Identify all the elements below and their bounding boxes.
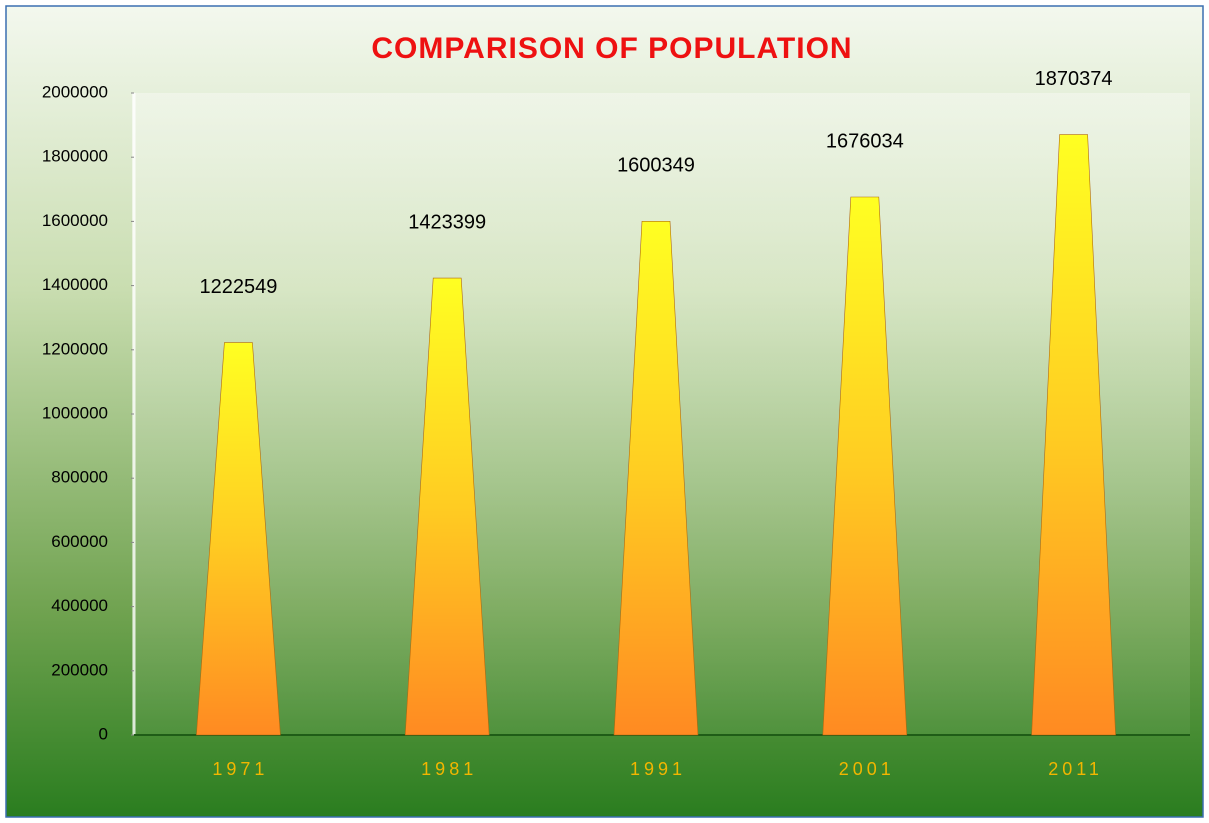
x-tick-label: 1981	[421, 759, 477, 779]
x-tick-label: 1971	[212, 759, 268, 779]
bar	[822, 196, 908, 736]
bar	[1031, 134, 1116, 736]
bar	[404, 277, 490, 736]
y-tick-label: 400000	[51, 596, 108, 615]
y-tick-label: 0	[99, 724, 108, 743]
value-label: 1870374	[1035, 68, 1113, 90]
y-tick-label: 200000	[51, 660, 108, 679]
x-tick-label: 2011	[1048, 759, 1103, 779]
bar	[196, 342, 281, 736]
y-tick-label: 1200000	[42, 339, 108, 358]
y-tick-label: 1400000	[42, 275, 108, 294]
bar	[613, 220, 699, 736]
chart-title: COMPARISON OF POPULATION	[371, 32, 852, 65]
value-label: 1600349	[617, 155, 695, 177]
x-tick-label: 2001	[839, 759, 895, 779]
y-tick-label: 1000000	[42, 403, 108, 422]
y-tick-label: 2000000	[42, 82, 108, 101]
y-tick-label: 1800000	[42, 147, 108, 166]
y-tick-label: 800000	[51, 468, 108, 487]
y-tick-label: 600000	[51, 532, 108, 551]
x-tick-label: 1991	[630, 759, 686, 779]
value-label: 1676034	[826, 130, 904, 152]
value-label: 1222549	[199, 276, 277, 298]
y-tick-label: 1600000	[42, 211, 108, 230]
value-label: 1423399	[408, 211, 486, 233]
